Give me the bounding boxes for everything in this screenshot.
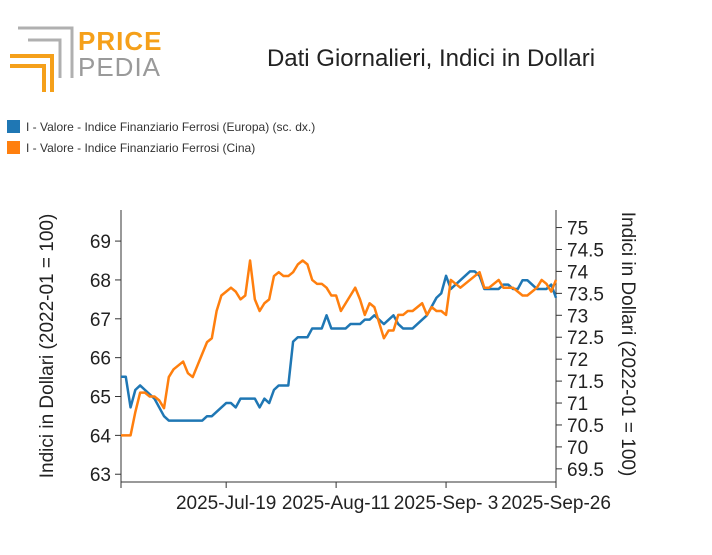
y-axis-left-label: Indici in Dollari (2022-01 = 100) [37, 214, 58, 479]
legend-label-europa: I - Valore - Indice Finanziario Ferrosi … [26, 120, 315, 134]
left-tick-label: 68 [90, 271, 111, 292]
chart-title: Dati Giornalieri, Indici in Dollari [267, 45, 595, 72]
left-tick-label: 67 [90, 310, 111, 331]
left-tick-label: 65 [90, 388, 111, 409]
pricepedia-logo: PRICE PEDIA [10, 26, 162, 92]
series-line-cina [121, 259, 558, 437]
x-axis-ticks: 2025-Jul-19 2025-Aug-11 2025-Sep- 3 2025-Se… [120, 482, 611, 514]
x-tick-label: 2025-Sep-26 [501, 493, 611, 514]
logo-mark-icon [10, 26, 74, 92]
y-axis-right-label: Indici in Dollari (2022-01 = 100) [617, 212, 638, 477]
logo-text-pedia: PEDIA [78, 52, 161, 82]
right-tick-label: 74 [567, 262, 589, 283]
left-axis-ticks: 63 64 65 66 67 68 69 [90, 232, 121, 486]
left-tick-label: 64 [90, 426, 112, 447]
left-tick-label: 69 [90, 232, 111, 253]
right-tick-label: 70 [567, 438, 588, 459]
right-tick-label: 74.5 [567, 240, 604, 261]
right-tick-label: 72.5 [567, 328, 604, 349]
x-tick-label: 2025-Jul-19 [176, 493, 276, 514]
left-tick-label: 63 [90, 465, 111, 486]
right-tick-label: 72 [567, 350, 588, 371]
left-tick-label: 66 [90, 349, 111, 370]
legend-swatch-europa [7, 120, 20, 133]
right-tick-label: 69.5 [567, 460, 604, 481]
series-layer [121, 259, 558, 437]
right-tick-label: 73.5 [567, 284, 604, 305]
right-tick-label: 70.5 [567, 416, 604, 437]
logo-text-price: PRICE [78, 26, 162, 56]
legend: I - Valore - Indice Finanziario Ferrosi … [7, 120, 315, 155]
right-tick-label: 71.5 [567, 372, 604, 393]
right-tick-label: 73 [567, 306, 588, 327]
right-tick-label: 75 [567, 219, 588, 240]
legend-label-cina: I - Valore - Indice Finanziario Ferrosi … [26, 141, 255, 155]
x-tick-label: 2025-Sep- 3 [394, 493, 499, 514]
x-tick-label: 2025-Aug-11 [282, 493, 390, 514]
right-tick-label: 71 [567, 394, 588, 415]
legend-swatch-cina [7, 141, 20, 154]
series-line-europa [121, 270, 558, 422]
